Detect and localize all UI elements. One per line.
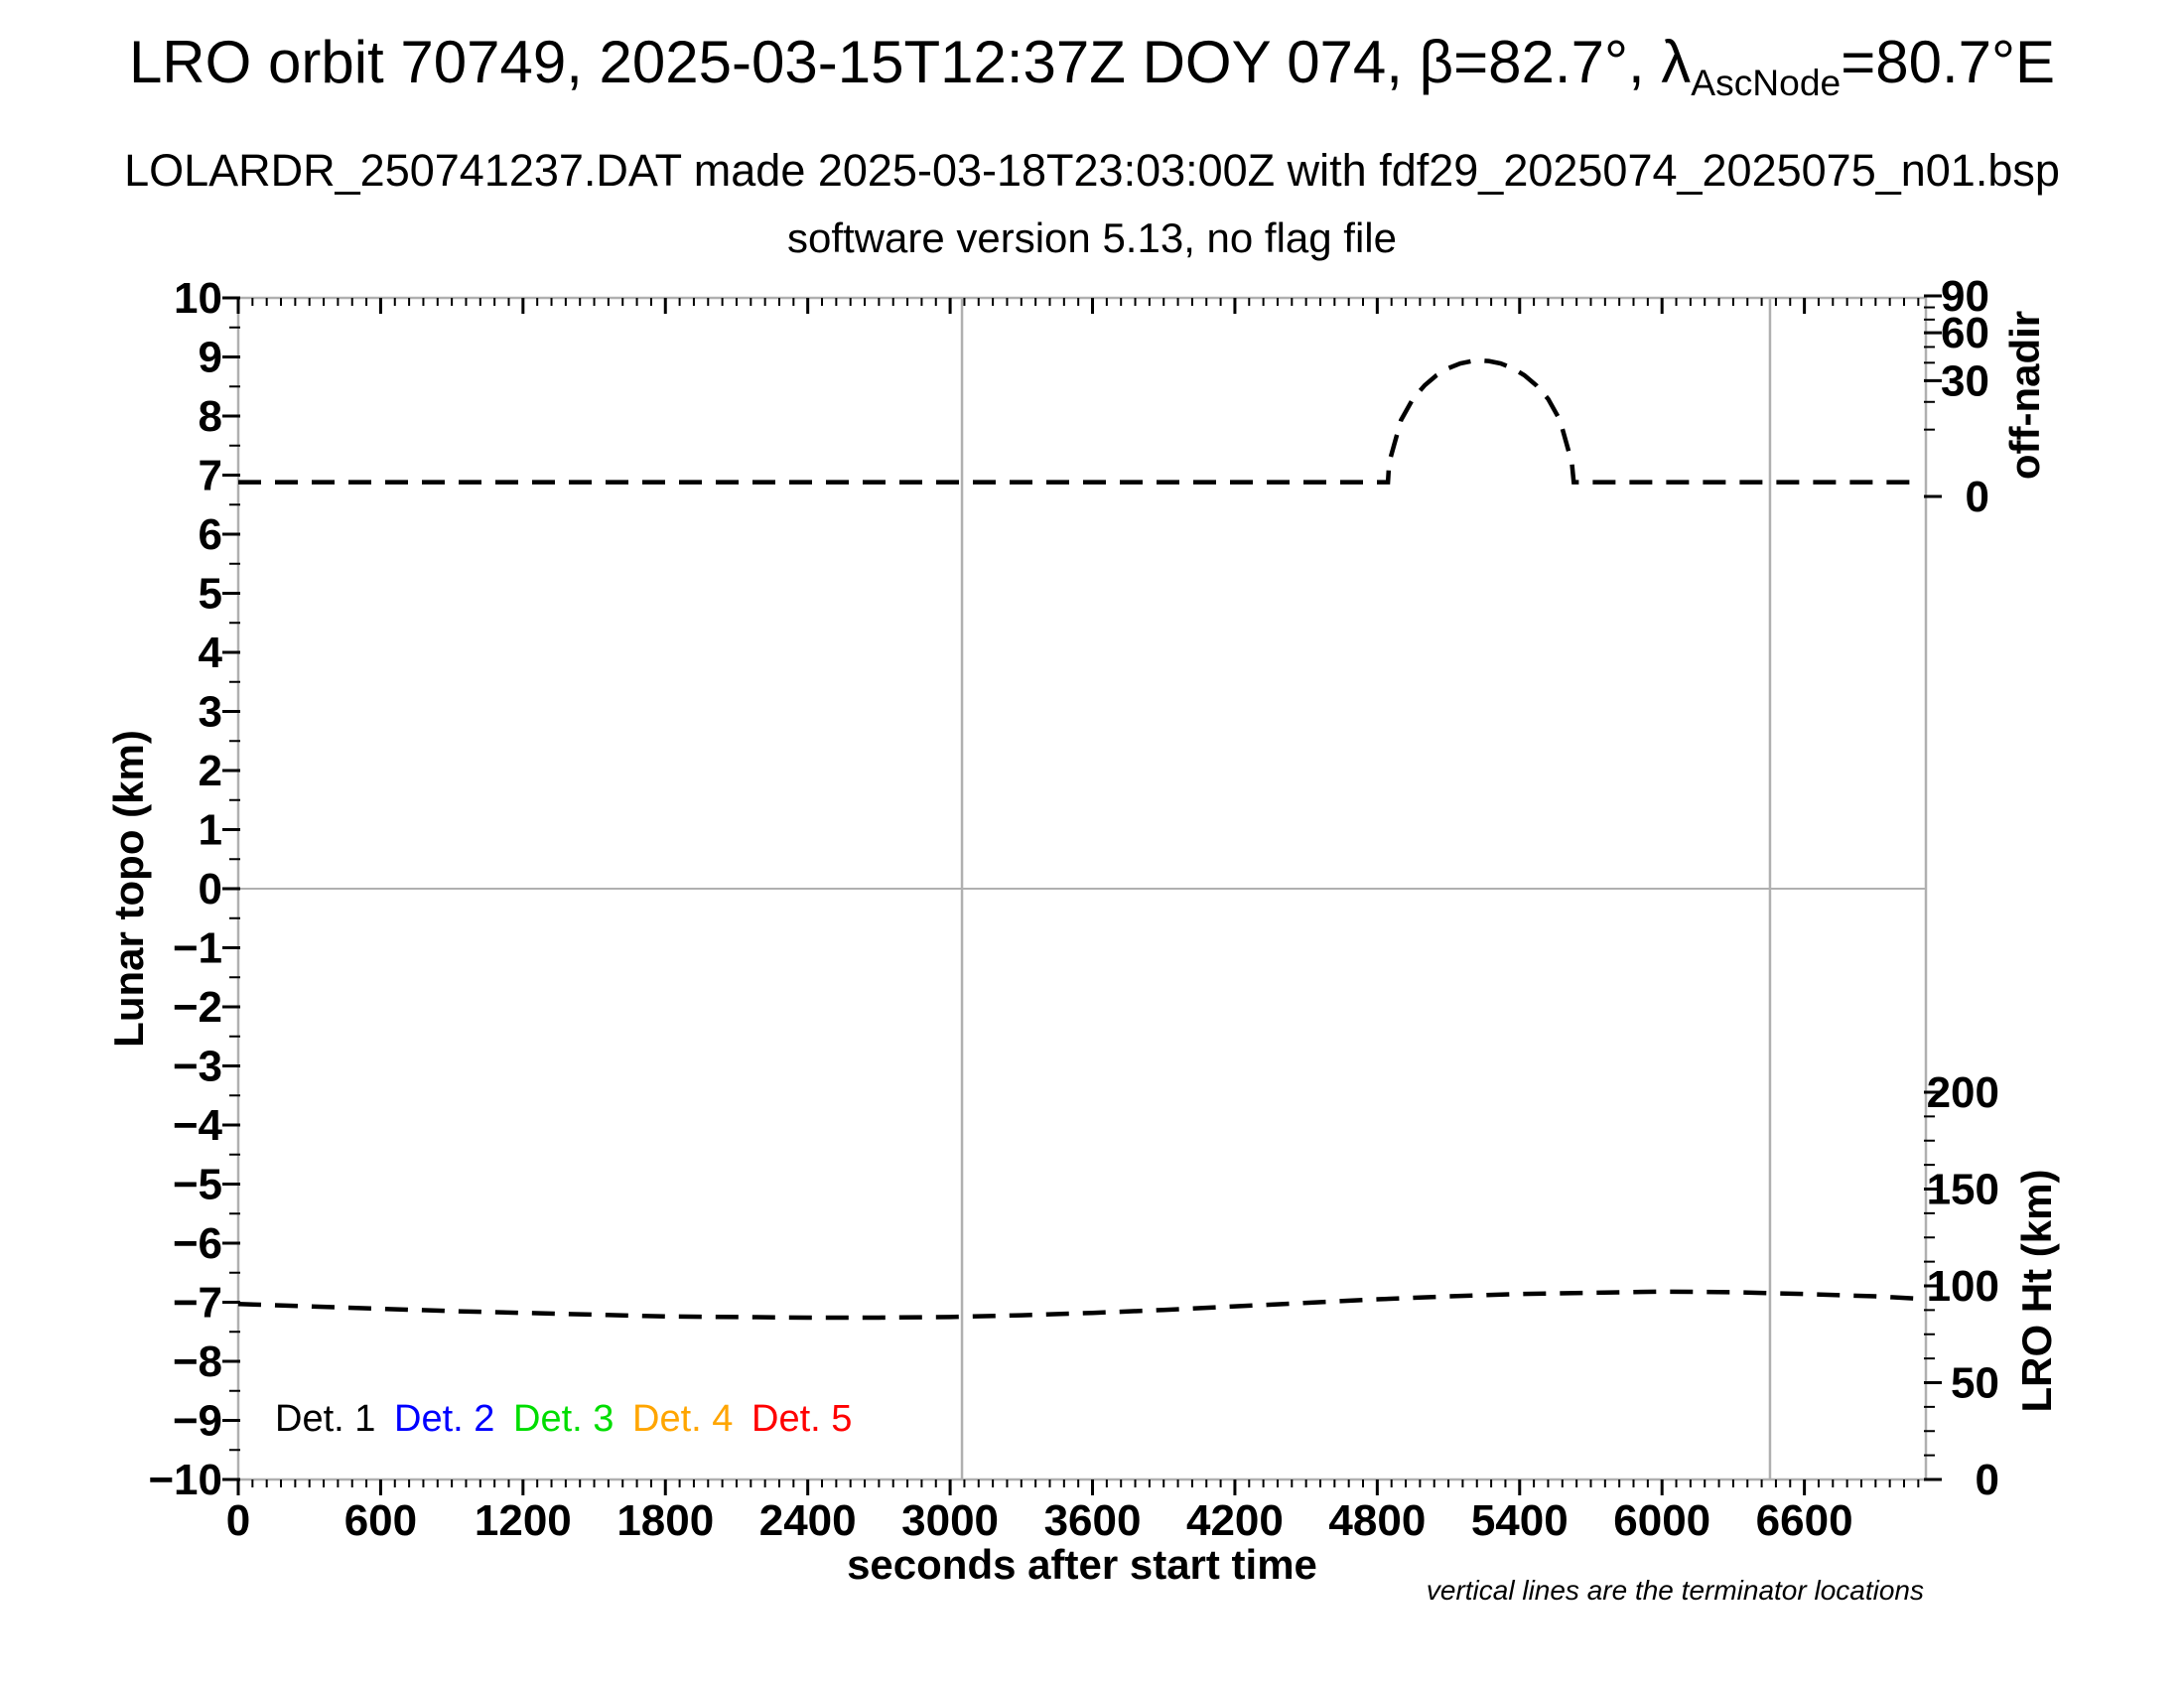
off-nadir-tick-label: 0: [1966, 473, 1989, 521]
x-tick-label: 5400: [1471, 1496, 1569, 1545]
x-tick-label: 6000: [1613, 1496, 1710, 1545]
legend-item-det-1: Det. 1: [275, 1398, 376, 1440]
y-left-tick-label: 10: [174, 274, 222, 323]
y-left-tick-label: 5: [199, 570, 222, 619]
x-tick-label: 4200: [1186, 1496, 1284, 1545]
off-nadir-tick-label: 90: [1941, 272, 1989, 321]
y-left-tick-label: −9: [173, 1397, 222, 1446]
y-left-tick-label: −6: [173, 1219, 222, 1268]
y-left-tick-label: −3: [173, 1043, 222, 1091]
y-left-tick-label: −10: [148, 1456, 222, 1504]
detector-legend: Det. 1 Det. 2 Det. 3 Det. 4 Det. 5: [275, 1398, 970, 1446]
off-nadir-curve: [238, 357, 1919, 485]
lro-ht-tick-label: 50: [1951, 1359, 1999, 1408]
y-left-tick-label: 2: [199, 747, 222, 795]
y-left-tick-label: 3: [199, 688, 222, 737]
y-left-tick-label: 4: [199, 629, 223, 677]
lro-ht-tick-label: 100: [1927, 1262, 1999, 1311]
y-left-tick-label: 8: [199, 392, 222, 441]
x-tick-label: 1800: [616, 1496, 714, 1545]
subtitle: LOLARDR_250741237.DAT made 2025-03-18T23…: [124, 145, 2060, 196]
legend-item-det-3: Det. 3: [513, 1398, 614, 1440]
y-left-tick-label: −7: [173, 1279, 222, 1328]
x-tick-label: 3600: [1044, 1496, 1142, 1545]
lro-ht-tick-label: 200: [1927, 1068, 1999, 1117]
page-title: LRO orbit 70749, 2025-03-15T12:37Z DOY 0…: [0, 30, 2184, 103]
legend-item-det-2: Det. 2: [394, 1398, 495, 1440]
lro-height-curve: [237, 1289, 1919, 1321]
y-left-tick-label: −2: [173, 983, 222, 1032]
x-tick-label: 1200: [475, 1496, 572, 1545]
y-left-tick-label: −1: [173, 924, 222, 973]
y-axis-title-off-nadir: off-nadir: [2001, 310, 2048, 481]
y-left-tick-label: 9: [199, 334, 222, 382]
x-tick-label: 0: [226, 1496, 250, 1545]
terminator-annotation: vertical lines are the terminator locati…: [1426, 1575, 1924, 1606]
title-main: LRO orbit 70749, 2025-03-15T12:37Z DOY 0…: [128, 29, 1692, 95]
x-tick-label: 4800: [1328, 1496, 1426, 1545]
y-left-tick-label: 6: [199, 510, 222, 559]
y-axis-title-lro-ht: LRO Ht (km): [2013, 1169, 2060, 1413]
x-tick-label: 600: [344, 1496, 417, 1545]
lro-ht-tick-label: 150: [1927, 1166, 1999, 1214]
y-left-tick-label: 1: [199, 806, 222, 855]
title-subscript: AscNode: [1691, 62, 1842, 104]
y-left-tick-label: 7: [199, 452, 222, 500]
software-version-line: software version 5.13, no flag file: [786, 214, 1397, 261]
lro-ht-tick-label: 0: [1976, 1456, 1999, 1504]
y-left-tick-label: −4: [173, 1101, 223, 1150]
off-nadir-tick-label: 60: [1941, 309, 1989, 357]
title-end: =80.7°E: [1841, 29, 2056, 95]
y-axis-title-lunar-topo: Lunar topo (km): [105, 730, 152, 1048]
off-nadir-tick-label: 30: [1941, 356, 1989, 405]
y-left-tick-label: −5: [173, 1161, 222, 1209]
x-axis-title: seconds after start time: [847, 1541, 1317, 1588]
x-tick-label: 2400: [759, 1496, 857, 1545]
y-left-tick-label: −8: [173, 1337, 222, 1386]
x-tick-label: 6600: [1756, 1496, 1853, 1545]
x-tick-label: 3000: [901, 1496, 999, 1545]
legend-item-det-5: Det. 5: [751, 1398, 853, 1440]
y-left-tick-label: 0: [199, 865, 222, 914]
legend-item-det-4: Det. 4: [632, 1398, 734, 1440]
